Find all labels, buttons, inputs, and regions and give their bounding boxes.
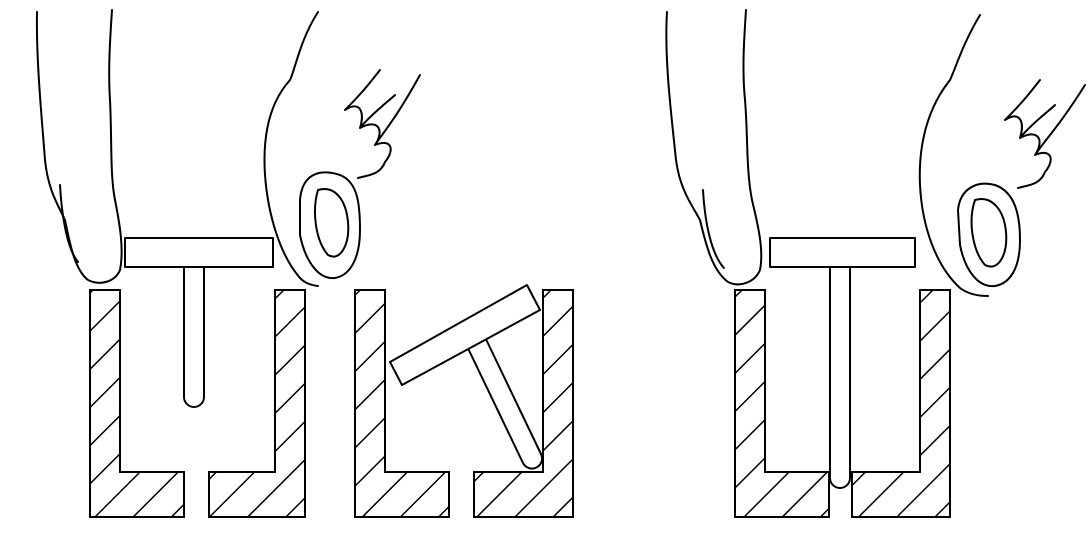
box-wall: [354, 289, 450, 518]
left-hand-knuckle: [702, 189, 725, 269]
pin-stem: [183, 267, 205, 408]
right-hand: [263, 11, 319, 287]
right-hand-nail: [314, 188, 350, 258]
left-hand: [665, 9, 763, 286]
pin-head: [769, 237, 916, 268]
right-hand-nail: [970, 198, 1008, 268]
pin-head: [124, 237, 274, 268]
pin-stem: [829, 267, 851, 489]
pin-stem: [464, 332, 544, 470]
box-wall: [734, 289, 830, 518]
right-hand: [918, 14, 989, 297]
box-wall: [851, 289, 951, 518]
right-hand-finger: [299, 171, 361, 280]
right-hand-knuckles: [1004, 79, 1086, 189]
right-hand-knuckles: [344, 69, 421, 179]
box-wall: [208, 289, 306, 518]
right-hand-finger: [957, 182, 1021, 288]
left-hand: [35, 9, 123, 284]
box-wall: [473, 289, 574, 518]
pin-head: [389, 284, 541, 386]
box-wall: [89, 289, 185, 518]
left-hand-knuckle: [59, 184, 79, 263]
